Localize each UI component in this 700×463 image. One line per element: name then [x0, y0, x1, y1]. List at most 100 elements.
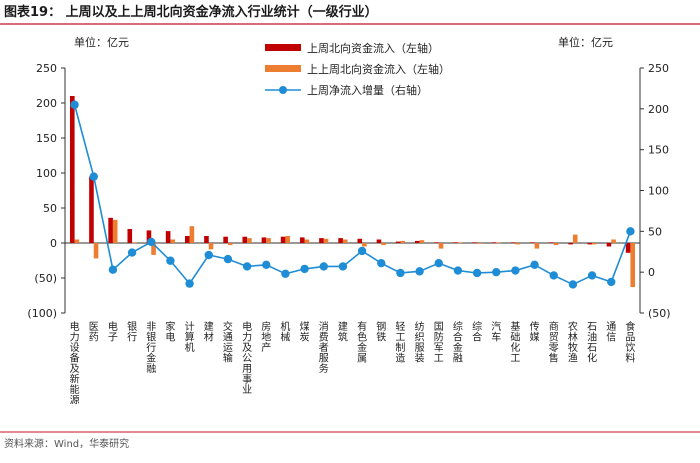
legend-label: 上周净流入增量（右轴）: [307, 83, 428, 97]
bar-last-week: [587, 243, 593, 245]
bar-last-week: [549, 242, 554, 244]
bar-last-week: [568, 243, 573, 245]
increment-point: [472, 268, 482, 278]
category-label: 商贸零售: [549, 320, 559, 365]
bar-prev-week: [227, 243, 233, 246]
increment-point: [626, 227, 635, 236]
bar-prev-week: [630, 243, 636, 288]
increment-point: [377, 258, 386, 268]
bar-last-week: [127, 229, 133, 243]
right-tick-label: 150: [648, 144, 669, 157]
increment-line: [73, 104, 632, 286]
increment-point: [549, 271, 558, 280]
plot-area: (100) (50) 0 50 100 150 200 250 (50) 0 50 100 150 200…: [27, 62, 670, 407]
legend-swatch: [265, 44, 301, 51]
right-tick-label: 200: [648, 103, 669, 116]
bar-last-week: [338, 238, 343, 243]
category-label: 建筑: [338, 320, 348, 344]
bar-last-week: [299, 237, 305, 243]
legend-swatch: [265, 65, 301, 72]
category-label: 建材: [204, 320, 214, 344]
category-label: 非银行金融: [146, 321, 156, 375]
increment-point: [127, 248, 137, 257]
bar-prev-week: [132, 242, 137, 244]
legend-label: 上周北向资金流入（左轴）: [307, 41, 439, 55]
increment-point: [511, 266, 520, 275]
bar-last-week: [625, 243, 631, 253]
increment-point: [262, 260, 271, 270]
increment-point: [319, 262, 328, 271]
category-label: 有色金属: [357, 320, 367, 365]
bar-prev-week: [323, 238, 329, 243]
bar-last-week: [261, 237, 267, 243]
bar-prev-week: [400, 240, 406, 243]
bar-last-week: [510, 242, 516, 244]
bar-last-week: [529, 242, 535, 244]
increment-point: [70, 100, 79, 109]
category-label: 基础化工: [510, 320, 520, 365]
category-label: 综合: [472, 320, 482, 344]
source-note: 资料来源：Wind，华泰研究: [4, 437, 129, 450]
bar-prev-week: [93, 243, 99, 259]
bar-prev-week: [496, 242, 501, 244]
category-label: 综合金融: [453, 320, 463, 365]
bar-prev-week: [457, 242, 463, 244]
bar-last-week: [434, 242, 439, 244]
bar-last-week: [204, 236, 209, 243]
left-tick-label: 200: [36, 97, 57, 110]
bar-prev-week: [553, 243, 559, 246]
bar-last-week: [472, 242, 478, 244]
bar-prev-week: [208, 243, 214, 250]
chart-title: 图表19： 上周以及上上周北向资金净流入行业统计（一级行业）: [4, 4, 378, 20]
increment-point: [89, 172, 98, 181]
increment-point: [530, 260, 539, 270]
bar-last-week: [223, 236, 228, 243]
increment-point: [147, 237, 156, 247]
category-label: 房地产: [261, 320, 271, 354]
legend-label: 上上周北向资金流入（左轴）: [307, 62, 450, 76]
bar-prev-week: [477, 243, 482, 244]
increment-point: [223, 254, 233, 264]
category-label: 国防军工: [434, 321, 444, 365]
left-tick-label: 150: [36, 132, 57, 145]
bar-prev-week: [419, 240, 425, 243]
left-tick-label: (100): [27, 307, 57, 320]
bar-prev-week: [285, 236, 291, 243]
bar-last-week: [89, 176, 94, 243]
increment-point: [281, 269, 290, 278]
right-tick-label: 0: [648, 266, 655, 279]
category-label: 石油石化: [587, 322, 597, 365]
category-label: 钢铁: [376, 320, 386, 344]
bar-prev-week: [266, 238, 271, 243]
category-label: 食品饮料: [625, 320, 635, 365]
bar-prev-week: [247, 238, 252, 243]
bar-last-week: [184, 236, 190, 243]
increment-point: [396, 268, 405, 278]
increment-point: [607, 277, 616, 287]
category-label: 电子: [108, 320, 118, 344]
category-label: 轻工制造: [395, 320, 405, 365]
increment-point: [568, 280, 578, 289]
category-label: 计算机: [185, 320, 195, 354]
right-tick-label: (50): [648, 307, 671, 320]
increment-point: [357, 246, 367, 256]
bar-prev-week: [74, 239, 80, 243]
left-unit-label: 单位：亿元: [74, 35, 129, 49]
category-label: 传媒: [530, 321, 540, 344]
category-label: 医药: [89, 321, 99, 344]
right-tick-label: 250: [648, 62, 669, 75]
legend: 上周北向资金流入（左轴） 上上周北向资金流入（左轴） 上周净流入增量（右轴）: [265, 41, 450, 97]
category-label: 银行: [127, 320, 137, 344]
category-label: 电力设备及新能源: [70, 320, 80, 407]
left-tick-label: 250: [36, 62, 57, 75]
right-unit-label: 单位：亿元: [558, 35, 613, 49]
bar-last-week: [280, 236, 286, 243]
bar-prev-week: [438, 243, 444, 249]
bar-last-week: [108, 217, 113, 243]
legend-swatch-marker: [279, 86, 287, 94]
left-tick-label: 0: [50, 237, 57, 250]
bar-last-week: [357, 238, 363, 243]
category-label: 通信: [606, 321, 616, 344]
category-label: 纺织服装: [415, 320, 425, 365]
increment-point: [587, 271, 597, 280]
